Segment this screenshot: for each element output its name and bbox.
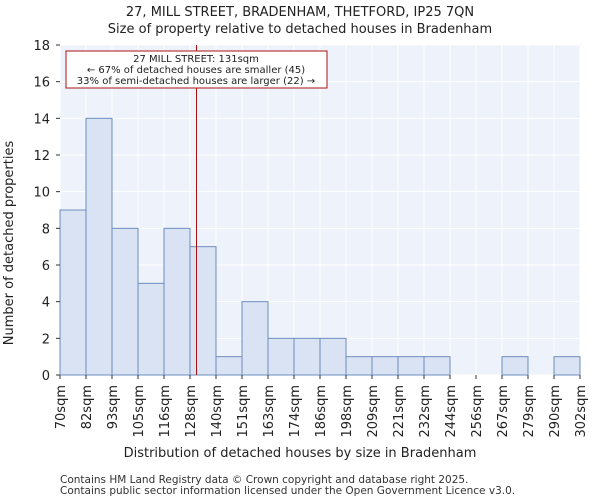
annotation-line-2: ← 67% of detached houses are smaller (45… (87, 65, 305, 76)
y-tick-label: 8 (42, 222, 50, 237)
x-tick-label: 221sqm (392, 385, 407, 438)
bar-128sqm (189, 246, 217, 376)
chart-subtitle: Size of property relative to detached ho… (108, 22, 492, 37)
y-tick-label: 10 (33, 186, 50, 201)
x-tick-label: 302sqm (574, 385, 589, 438)
x-tick-label: 140sqm (210, 385, 225, 438)
x-tick-label: 232sqm (418, 385, 433, 438)
bar-93sqm (111, 227, 139, 376)
bar-82sqm (85, 117, 113, 376)
x-tick-label: 290sqm (548, 385, 563, 438)
bar-116sqm (163, 227, 191, 376)
bar-267sqm (501, 356, 529, 376)
x-tick-label: 70sqm (54, 385, 69, 429)
x-tick-label: 186sqm (314, 385, 329, 438)
x-tick-label: 209sqm (366, 385, 381, 438)
bar-198sqm (345, 356, 373, 376)
bar-151sqm (241, 301, 269, 376)
annotation-box (65, 50, 328, 89)
x-tick-label: 93sqm (106, 385, 121, 429)
bar-209sqm (371, 356, 399, 376)
x-tick-label: 174sqm (288, 385, 303, 438)
y-tick-label: 14 (33, 112, 50, 127)
footer-line-1: Contains HM Land Registry data © Crown c… (60, 474, 469, 486)
x-tick-label: 256sqm (470, 385, 485, 438)
y-tick-label: 0 (42, 369, 50, 384)
y-tick-label: 6 (42, 259, 50, 274)
chart-title: 27, MILL STREET, BRADENHAM, THETFORD, IP… (126, 5, 474, 20)
x-tick-label: 151sqm (236, 385, 251, 438)
annotation-line-1: 27 MILL STREET: 131sqm (133, 54, 259, 65)
x-tick-label: 198sqm (340, 385, 355, 438)
y-tick-label: 16 (33, 76, 50, 91)
y-tick-label: 18 (33, 39, 50, 54)
x-axis-ticks: 70sqm 82sqm 93sqm 105sqm 116sqm 128sqm 140sqm 1… (54, 375, 589, 438)
bar-221sqm (397, 356, 425, 376)
bar-105sqm (137, 282, 165, 376)
y-tick-label: 2 (42, 332, 50, 347)
x-tick-label: 267sqm (496, 385, 511, 438)
x-tick-label: 163sqm (262, 385, 277, 438)
y-axis-ticks: 0 2 4 6 8 10 12 14 16 18 (33, 39, 60, 384)
bar-174sqm (293, 337, 321, 376)
x-tick-label: 128sqm (184, 385, 199, 438)
x-axis-label: Distribution of detached houses by size … (124, 446, 477, 461)
x-tick-label: 116sqm (158, 385, 173, 438)
bar-140sqm (215, 356, 243, 376)
x-tick-label: 82sqm (80, 385, 95, 429)
y-tick-label: 12 (33, 149, 50, 164)
bars (59, 117, 581, 376)
footer-line-2: Contains public sector information licen… (60, 485, 516, 497)
y-tick-label: 4 (42, 296, 50, 311)
x-tick-label: 105sqm (132, 385, 147, 438)
bar-186sqm (319, 337, 347, 376)
y-axis-label: Number of detached properties (2, 141, 17, 346)
x-tick-label: 244sqm (444, 385, 459, 438)
bar-163sqm (267, 337, 295, 376)
annotation-line-3: 33% of semi-detached houses are larger (… (77, 76, 315, 87)
bar-290sqm (553, 356, 581, 376)
x-tick-label: 279sqm (522, 385, 537, 438)
bar-232sqm (423, 356, 451, 376)
bar-70sqm (59, 209, 87, 376)
